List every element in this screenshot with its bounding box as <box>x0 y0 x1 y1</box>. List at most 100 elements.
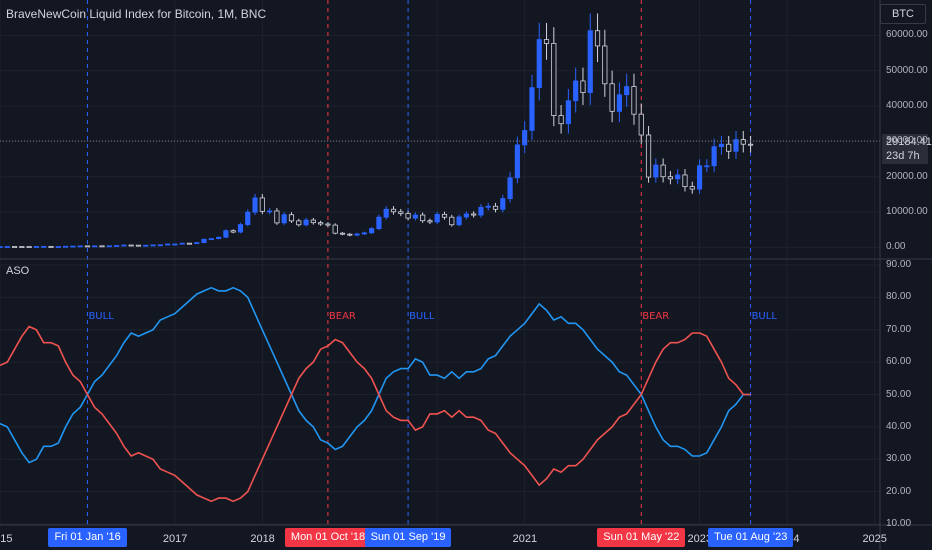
last-price-tag: 29184.41 23d 7h <box>882 134 932 164</box>
candle-body <box>609 83 615 112</box>
candle-body <box>48 245 54 248</box>
price-axis-tick: 60000.00 <box>886 29 928 41</box>
signal-label: BEAR <box>642 311 670 322</box>
aso-axis-tick: 20.00 <box>886 485 912 497</box>
time-axis-tick: 2017 <box>162 533 188 545</box>
aso-axis-tick: 10.00 <box>886 518 912 529</box>
candle-body <box>332 224 338 234</box>
time-axis-tick: 2015 <box>0 533 13 545</box>
candle-body <box>602 45 608 85</box>
candle-body <box>733 139 739 152</box>
candle-body <box>33 246 40 248</box>
aso-axis-tick: 90.00 <box>886 259 912 270</box>
candle-body <box>179 242 185 245</box>
candle-body <box>361 232 367 235</box>
candle-body <box>653 164 659 178</box>
candle-body <box>62 245 69 248</box>
candle-body <box>84 245 91 248</box>
candle-body <box>274 210 280 224</box>
candle-body <box>41 245 47 248</box>
candle-body <box>318 222 324 225</box>
aso-axis-tick: 50.00 <box>886 388 912 400</box>
date-badge: Tue 01 Aug '23 <box>708 528 794 547</box>
candle-body <box>106 245 112 248</box>
candle-body <box>704 165 710 168</box>
candle-body <box>573 80 579 102</box>
signal-label: BEAR <box>328 311 356 322</box>
last-price-value: 29184.41 <box>886 136 932 148</box>
candle-body <box>645 134 652 178</box>
candle-body <box>383 208 389 218</box>
candle-body <box>660 164 666 178</box>
aso-bear-line[interactable] <box>0 325 751 503</box>
candle-body <box>463 213 469 218</box>
candle-body <box>412 214 418 219</box>
candle-body <box>194 242 200 245</box>
time-axis-tick: 2025 <box>862 533 887 545</box>
candle-body <box>522 130 528 146</box>
symbol-button[interactable]: BTC <box>880 4 926 24</box>
candlestick-series[interactable] <box>0 13 754 249</box>
price-axis-tick: 0.00 <box>886 241 906 253</box>
candle-body <box>288 214 295 222</box>
candle-body <box>135 244 142 247</box>
chart-title: BraveNewCoin Liquid Index for Bitcoin, 1… <box>6 7 267 21</box>
candle-body <box>369 228 375 234</box>
price-axis-tick: 40000.00 <box>886 100 928 112</box>
time-axis-tick: 2021 <box>512 533 538 545</box>
candle-body <box>587 30 593 93</box>
candle-body <box>638 113 644 136</box>
candle-body <box>616 94 622 112</box>
candle-body <box>339 232 346 235</box>
candle-body <box>165 243 171 246</box>
candle-body <box>19 246 25 248</box>
candle-body <box>259 197 265 212</box>
signal-label: BULL <box>751 311 777 322</box>
candle-body <box>507 177 513 200</box>
candle-body <box>216 236 222 240</box>
candle-body <box>478 206 484 216</box>
candle-body <box>624 86 630 96</box>
candle-body <box>558 115 564 125</box>
date-badge: Sun 01 Sep '19 <box>364 528 452 547</box>
candle-body <box>186 242 193 245</box>
indicator-title[interactable]: ASO <box>6 265 30 277</box>
candle-body <box>92 245 98 248</box>
candle-body <box>245 211 251 225</box>
candle-body <box>201 238 207 244</box>
candle-body <box>471 213 477 216</box>
candle-body <box>354 233 360 236</box>
candle-body <box>121 244 127 247</box>
candle-body <box>449 216 455 226</box>
candle-body <box>252 197 258 213</box>
candle-body <box>441 213 448 218</box>
aso-series[interactable] <box>0 286 751 503</box>
date-badge: Mon 01 Oct '18 <box>284 528 372 547</box>
time-axis-tick: 2023 <box>687 533 713 545</box>
candle-body <box>128 244 134 247</box>
candle-body <box>718 143 725 148</box>
grid-lines <box>0 0 880 525</box>
candle-body <box>55 246 61 248</box>
candle-body <box>580 80 586 93</box>
candle-body <box>675 174 681 180</box>
aso-axis-tick: 40.00 <box>886 420 912 432</box>
candle-body <box>26 246 32 248</box>
candle-body <box>143 244 149 247</box>
candle-body <box>398 211 404 214</box>
candle-body <box>390 208 397 213</box>
candle-body <box>296 220 302 226</box>
aso-axis-tick: 30.00 <box>886 453 912 465</box>
signal-lines <box>86 0 752 525</box>
time-axis-tick: 2018 <box>250 533 275 545</box>
candle-body <box>456 216 462 226</box>
candle-body <box>711 146 717 167</box>
candle-body <box>99 245 105 248</box>
aso-bull-line[interactable] <box>0 286 751 464</box>
candle-body <box>70 245 76 248</box>
candle-body <box>740 139 746 145</box>
price-axis-tick: 30000.00 <box>886 135 928 147</box>
signal-label: BULL <box>88 311 114 322</box>
candle-body <box>114 245 120 247</box>
candle-body <box>529 87 535 131</box>
